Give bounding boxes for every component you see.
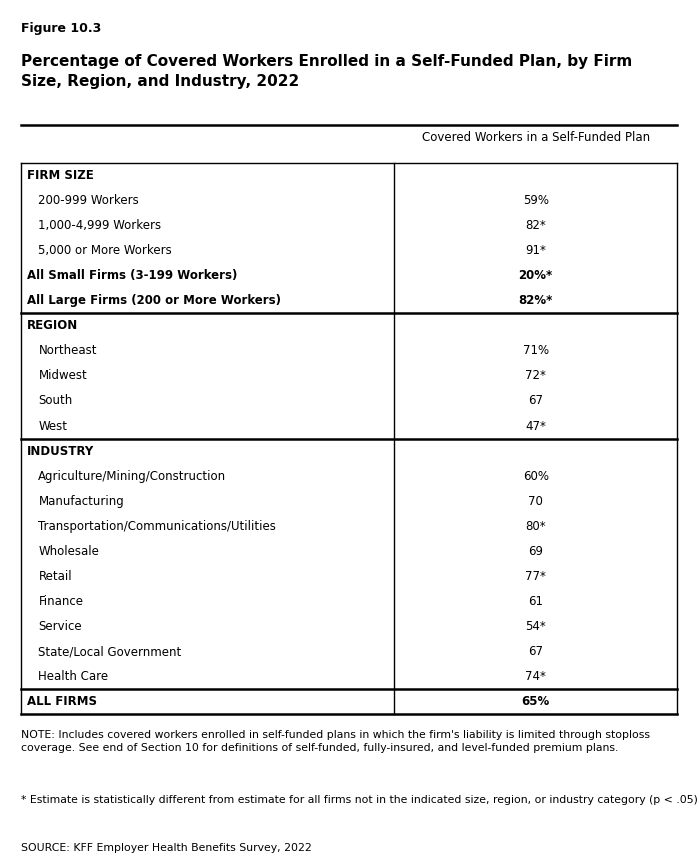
Text: All Small Firms (3-199 Workers): All Small Firms (3-199 Workers) [27, 269, 237, 282]
Text: REGION: REGION [27, 319, 77, 332]
Text: 70: 70 [528, 495, 543, 508]
Text: 5,000 or More Workers: 5,000 or More Workers [38, 244, 172, 257]
Text: SOURCE: KFF Employer Health Benefits Survey, 2022: SOURCE: KFF Employer Health Benefits Sur… [21, 843, 312, 853]
Text: FIRM SIZE: FIRM SIZE [27, 169, 94, 182]
Text: Percentage of Covered Workers Enrolled in a Self-Funded Plan, by Firm
Size, Regi: Percentage of Covered Workers Enrolled i… [21, 54, 632, 89]
Text: 69: 69 [528, 545, 543, 558]
Text: Agriculture/Mining/Construction: Agriculture/Mining/Construction [38, 470, 227, 483]
Text: South: South [38, 394, 73, 407]
Text: Wholesale: Wholesale [38, 545, 99, 558]
Text: Northeast: Northeast [38, 344, 97, 357]
Text: 77*: 77* [526, 570, 546, 583]
Text: 67: 67 [528, 394, 543, 407]
Text: Finance: Finance [38, 595, 83, 608]
Text: Transportation/Communications/Utilities: Transportation/Communications/Utilities [38, 520, 276, 533]
Text: 65%: 65% [521, 695, 550, 708]
Text: 60%: 60% [523, 470, 549, 483]
Text: 80*: 80* [526, 520, 546, 533]
Text: Health Care: Health Care [38, 670, 108, 683]
Text: 20%*: 20%* [519, 269, 553, 282]
Text: 82%*: 82%* [519, 294, 553, 307]
Text: 61: 61 [528, 595, 543, 608]
Text: INDUSTRY: INDUSTRY [27, 445, 94, 458]
Text: Figure 10.3: Figure 10.3 [21, 22, 101, 35]
Text: 71%: 71% [523, 344, 549, 357]
Text: * Estimate is statistically different from estimate for all firms not in the ind: * Estimate is statistically different fr… [21, 795, 698, 805]
Text: Service: Service [38, 620, 82, 633]
Text: 59%: 59% [523, 194, 549, 207]
Text: 54*: 54* [526, 620, 546, 633]
Text: 82*: 82* [526, 219, 546, 232]
Text: 72*: 72* [526, 369, 546, 382]
Text: 67: 67 [528, 645, 543, 658]
Text: Covered Workers in a Self-Funded Plan: Covered Workers in a Self-Funded Plan [422, 131, 650, 144]
Text: All Large Firms (200 or More Workers): All Large Firms (200 or More Workers) [27, 294, 281, 307]
Text: ALL FIRMS: ALL FIRMS [27, 695, 96, 708]
Text: 74*: 74* [526, 670, 546, 683]
Text: Midwest: Midwest [38, 369, 87, 382]
Text: NOTE: Includes covered workers enrolled in self-funded plans in which the firm's: NOTE: Includes covered workers enrolled … [21, 730, 650, 753]
Text: Retail: Retail [38, 570, 72, 583]
Text: Manufacturing: Manufacturing [38, 495, 124, 508]
Text: State/Local Government: State/Local Government [38, 645, 181, 658]
Text: 47*: 47* [526, 420, 546, 432]
Text: 200-999 Workers: 200-999 Workers [38, 194, 139, 207]
Text: 91*: 91* [526, 244, 546, 257]
Text: 1,000-4,999 Workers: 1,000-4,999 Workers [38, 219, 161, 232]
Text: West: West [38, 420, 68, 432]
